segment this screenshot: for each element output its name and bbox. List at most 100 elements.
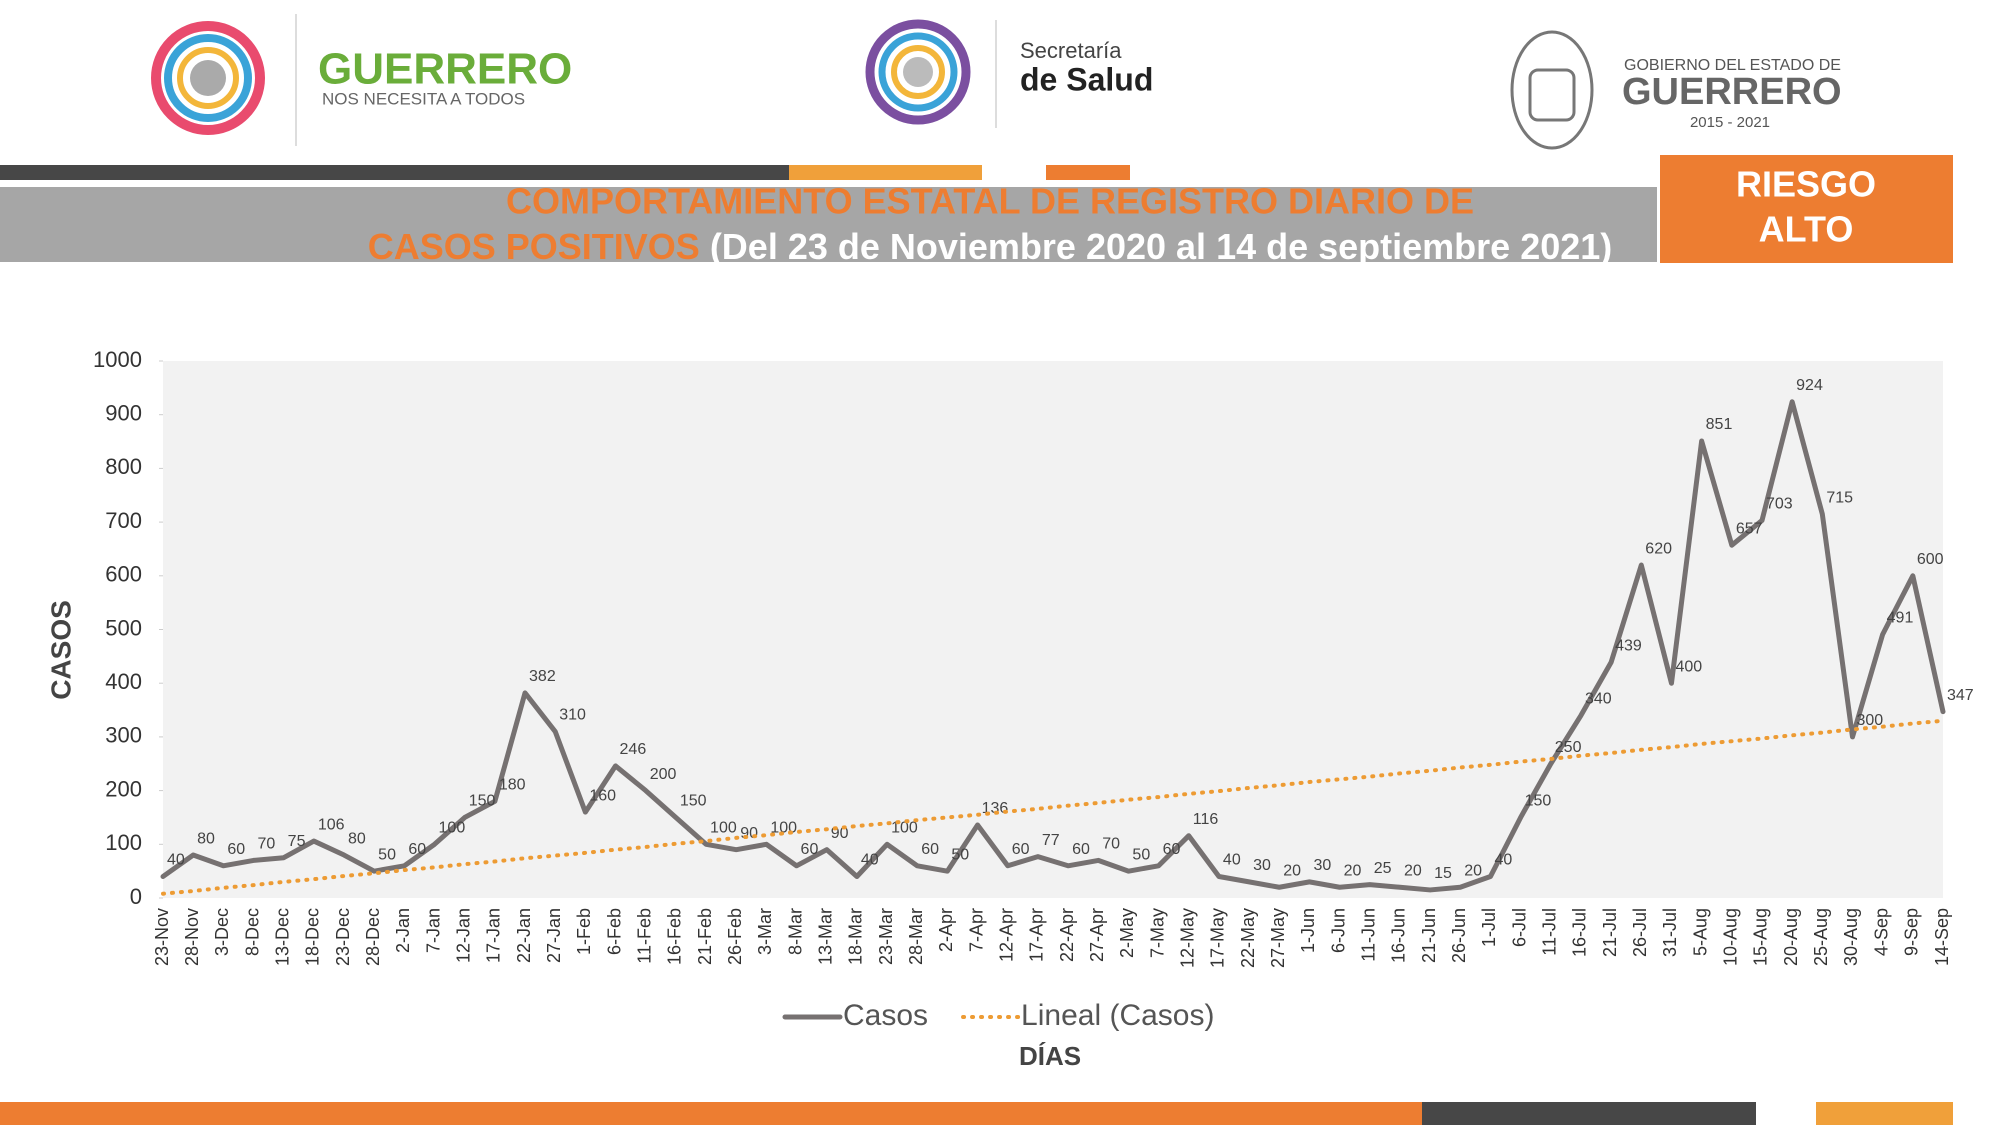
data-label: 400: [1675, 658, 1702, 675]
y-tick-label: 600: [105, 562, 142, 587]
x-tick-label: 15-Aug: [1751, 908, 1771, 966]
x-tick-label: 21-Feb: [695, 908, 715, 965]
data-label: 40: [861, 852, 879, 869]
x-tick-label: 28-Mar: [906, 908, 926, 965]
coat-of-arms: [1510, 30, 1594, 150]
data-label: 50: [1132, 846, 1150, 863]
data-label: 116: [1193, 811, 1219, 828]
data-label: 60: [921, 841, 939, 858]
data-label: 657: [1736, 520, 1763, 537]
x-tick-label: 16-Feb: [665, 908, 685, 965]
risk-box: [1660, 155, 1953, 263]
data-label: 620: [1645, 540, 1672, 557]
data-label: 250: [1555, 739, 1582, 756]
y-tick-label: 400: [105, 669, 142, 694]
data-label: 100: [710, 820, 737, 837]
data-label: 40: [167, 852, 185, 869]
y-tick-label: 800: [105, 454, 142, 479]
x-tick-label: 26-Jun: [1449, 908, 1469, 963]
series-line: [161, 718, 1945, 896]
x-tick-label: 6-Jul: [1509, 908, 1529, 947]
stripe: [1816, 1102, 1953, 1125]
x-tick-label: 26-Feb: [725, 908, 745, 965]
data-label: 439: [1615, 637, 1642, 654]
data-label: 60: [1072, 841, 1090, 858]
logo-line: GOBIERNO DEL ESTADO DE: [1624, 57, 1841, 74]
stripe: [0, 165, 789, 180]
title: COMPORTAMIENTO ESTATAL DE REGISTRO DIARI…: [506, 181, 1474, 222]
x-tick-label: 3-Mar: [755, 908, 775, 955]
y-tick-label: 100: [105, 830, 142, 855]
x-tick-label: 2-Apr: [936, 908, 956, 952]
stripe: [789, 165, 982, 180]
logo-subtitle: NOS NECESITA A TODOS: [322, 89, 525, 108]
x-tick-label: 11-Feb: [634, 908, 654, 964]
data-label: 150: [680, 793, 707, 810]
x-axis-title: DÍAS: [1019, 1041, 1081, 1071]
x-tick-label: 12-May: [1178, 908, 1198, 968]
data-label: 347: [1947, 687, 1974, 704]
data-label: 50: [951, 846, 969, 863]
data-label: 703: [1766, 496, 1793, 513]
x-tick-label: 8-Dec: [242, 908, 262, 956]
x-tick-label: 12-Apr: [996, 908, 1016, 962]
data-label: 300: [1856, 712, 1883, 729]
data-label: 30: [1313, 857, 1331, 874]
y-tick-label: 200: [105, 776, 142, 801]
data-label: 382: [529, 668, 556, 685]
x-tick-label: 23-Mar: [876, 908, 896, 965]
plot-area: [163, 361, 1943, 898]
data-label: 60: [1163, 841, 1181, 858]
x-tick-label: 21-Jun: [1419, 908, 1439, 963]
data-label: 491: [1887, 610, 1914, 627]
data-label: 60: [408, 841, 426, 858]
x-tick-label: 6-Feb: [604, 908, 624, 955]
data-label: 90: [740, 825, 758, 842]
x-tick-label: 6-Jun: [1328, 908, 1348, 953]
data-label: 60: [801, 841, 819, 858]
logo-line: 2015 - 2021: [1690, 114, 1770, 131]
x-tick-label: 17-Apr: [1027, 908, 1047, 962]
data-label: 20: [1464, 862, 1482, 879]
x-tick-label: 1-Jul: [1479, 908, 1499, 947]
legend-label: Casos: [843, 999, 928, 1032]
logo-line: de Salud: [1020, 61, 1153, 97]
data-label: 80: [348, 830, 366, 847]
data-label: 106: [318, 816, 345, 833]
x-tick-label: 26-Jul: [1630, 908, 1650, 957]
y-tick-label: 500: [105, 615, 142, 640]
data-label: 25: [1374, 860, 1392, 877]
x-tick-label: 28-Nov: [182, 908, 202, 966]
x-tick-label: 7-Jan: [423, 908, 443, 953]
data-label: 160: [589, 787, 616, 804]
data-label: 15: [1434, 865, 1452, 882]
x-tick-label: 16-Jul: [1570, 908, 1590, 957]
x-tick-label: 23-Dec: [333, 908, 353, 966]
x-tick-label: 13-Dec: [272, 908, 292, 966]
data-label: 40: [1494, 852, 1512, 869]
x-tick-label: 17-May: [1208, 908, 1228, 968]
data-label: 50: [378, 846, 396, 863]
data-label: 246: [620, 741, 647, 758]
x-tick-label: 5-Aug: [1690, 908, 1710, 956]
title-part: CASOS POSITIVOS: [368, 226, 700, 267]
data-label: 100: [891, 820, 918, 837]
data-label: 30: [1253, 857, 1271, 874]
left-logo-mark: [151, 21, 265, 135]
data-label: 40: [1223, 852, 1241, 869]
x-tick-label: 9-Sep: [1902, 908, 1922, 956]
data-label: 310: [559, 707, 586, 724]
x-tick-label: 27-Jan: [544, 908, 564, 963]
x-tick-label: 16-Jun: [1389, 908, 1409, 963]
data-label: 924: [1796, 377, 1823, 394]
x-tick-label: 4-Sep: [1871, 908, 1891, 956]
logo-line: GUERRERO: [1622, 71, 1842, 113]
title-bar: [0, 187, 1657, 262]
x-tick-label: 27-May: [1268, 908, 1288, 968]
legend-label: Lineal (Casos): [1021, 999, 1214, 1032]
data-label: 150: [1525, 793, 1552, 810]
x-tick-label: 3-Dec: [212, 908, 232, 956]
x-tick-label: 13-Mar: [815, 908, 835, 965]
